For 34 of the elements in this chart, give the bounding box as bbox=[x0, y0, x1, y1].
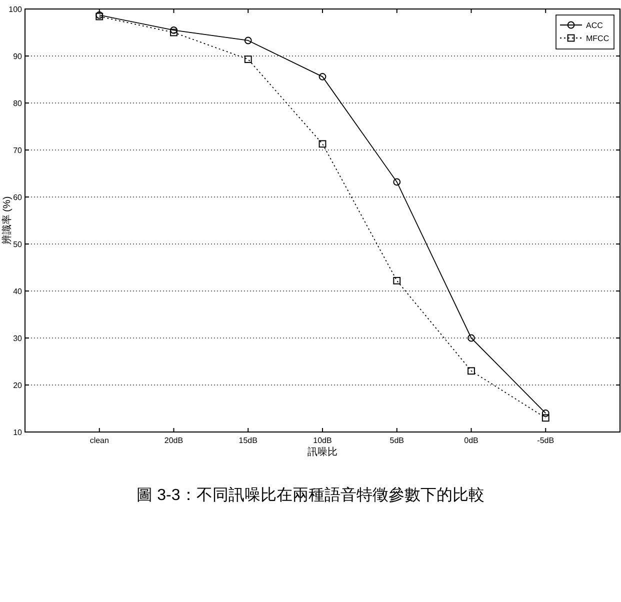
x-tick-label: 0dB bbox=[464, 436, 478, 445]
point bbox=[468, 334, 475, 342]
y-tick-label: 40 bbox=[13, 287, 23, 296]
point bbox=[318, 140, 326, 148]
x-axis-title: 訊噪比 bbox=[308, 446, 338, 458]
x-tick-label: 20dB bbox=[164, 436, 184, 445]
y-tick-label: 70 bbox=[13, 146, 23, 155]
y-axis-title: 辨識率 (%) bbox=[1, 196, 13, 245]
point bbox=[393, 276, 401, 284]
y-tick-label: 50 bbox=[13, 240, 23, 249]
y-tick-label: 80 bbox=[13, 99, 23, 108]
point bbox=[318, 72, 326, 80]
point bbox=[468, 367, 475, 375]
point bbox=[542, 414, 550, 422]
y-tick-label: 20 bbox=[13, 381, 23, 390]
y-tick-label: 10 bbox=[13, 428, 23, 437]
legend-label: MFCC bbox=[586, 34, 610, 43]
legend-label: ACC bbox=[586, 21, 604, 30]
point bbox=[244, 36, 252, 44]
caption: 圖 3-3：不同訊噪比在兩種語音特徵參數下的比較 bbox=[136, 486, 484, 504]
y-tick-label: 30 bbox=[13, 334, 23, 343]
y-tick-label: 100 bbox=[8, 5, 23, 14]
point bbox=[170, 26, 178, 34]
x-tick-label: 15dB bbox=[238, 436, 258, 445]
x-tick-label: -5dB bbox=[537, 436, 554, 445]
y-tick-label: 90 bbox=[13, 52, 23, 61]
x-tick-label: clean bbox=[90, 436, 109, 445]
x-tick-label: 5dB bbox=[390, 436, 404, 445]
x-tick-label: 10dB bbox=[313, 436, 332, 445]
point bbox=[170, 28, 178, 36]
point bbox=[244, 56, 252, 63]
y-tick-label: 60 bbox=[13, 193, 23, 202]
point bbox=[393, 178, 401, 186]
point bbox=[542, 410, 550, 417]
